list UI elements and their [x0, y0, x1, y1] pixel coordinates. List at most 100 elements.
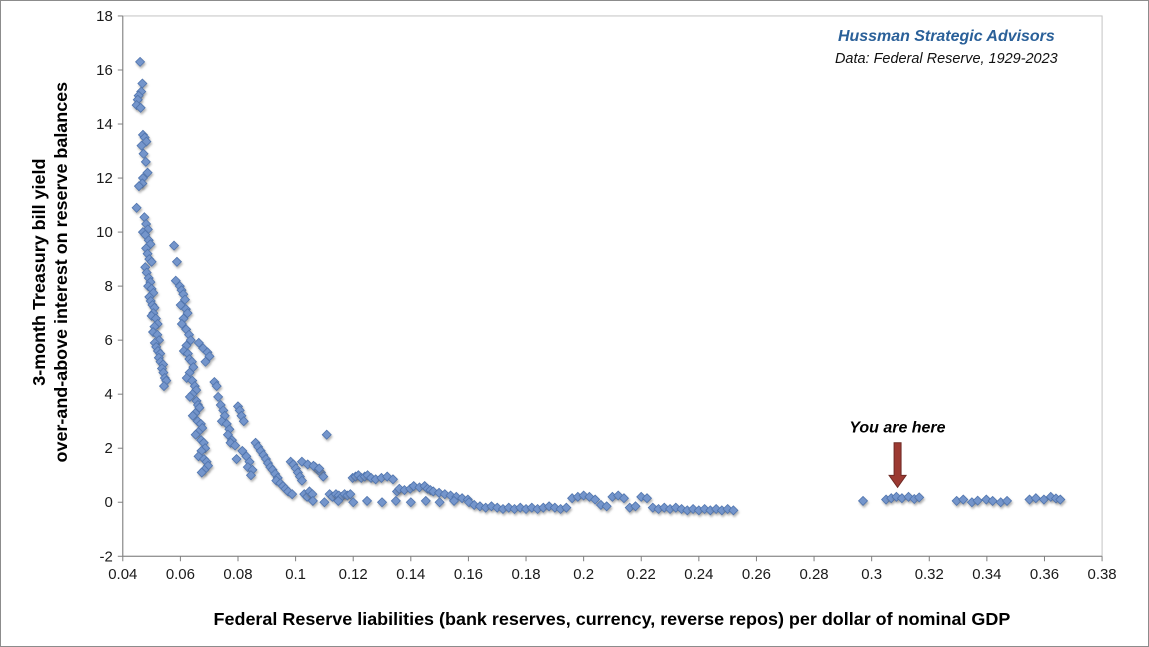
data-point: [242, 462, 253, 473]
data-point: [211, 381, 222, 392]
data-point: [190, 429, 201, 440]
data-source-line: Data: Federal Reserve, 1929-2023: [835, 51, 1058, 67]
y-tick-label: 6: [104, 332, 112, 349]
data-point: [181, 372, 192, 384]
plot-border: [122, 15, 1103, 557]
data-point: [601, 501, 612, 512]
data-point: [590, 494, 601, 505]
data-point: [345, 489, 356, 500]
data-point: [448, 495, 460, 506]
data-point: [595, 499, 606, 510]
data-point: [469, 499, 480, 510]
data-point: [302, 459, 313, 470]
data-point: [958, 494, 969, 505]
data-point: [287, 489, 298, 500]
y-tick-label: 14: [96, 116, 113, 133]
data-point: [390, 495, 401, 506]
x-tick-label: 0.26: [742, 566, 771, 583]
x-tick-label: 0.18: [511, 566, 540, 583]
data-point: [319, 497, 330, 508]
data-point: [618, 493, 630, 504]
data-point: [728, 505, 739, 516]
data-point: [584, 491, 595, 502]
data-point: [213, 391, 224, 402]
x-tick-label: 0.3: [861, 566, 882, 583]
data-point: [184, 391, 195, 402]
data-point: [231, 453, 242, 465]
data-point: [245, 470, 257, 481]
data-point: [142, 167, 153, 178]
data-point: [171, 256, 182, 267]
data-point: [405, 497, 416, 508]
data-point: [361, 495, 373, 506]
data-point: [200, 356, 211, 367]
data-point: [434, 497, 445, 508]
data-point: [333, 495, 344, 506]
data-point: [561, 502, 572, 513]
data-point: [135, 102, 146, 113]
data-point: [135, 56, 146, 67]
data-point: [857, 495, 869, 506]
x-tick-label: 0.1: [285, 566, 306, 583]
data-point: [140, 156, 151, 167]
data-point: [914, 492, 925, 503]
x-tick-label: 0.06: [166, 566, 195, 583]
data-point: [457, 493, 468, 504]
data-point: [526, 502, 537, 513]
y-tick-label: 0: [104, 494, 112, 511]
you-are-here-label: You are here: [849, 420, 945, 437]
data-point: [138, 148, 149, 159]
data-point: [185, 335, 196, 346]
data-point: [376, 497, 388, 508]
data-point: [428, 486, 439, 497]
data-point: [137, 78, 148, 89]
x-tick-label: 0.36: [1030, 566, 1059, 583]
x-tick-label: 0.32: [915, 566, 944, 583]
data-point: [408, 480, 419, 492]
down-arrow-icon: [888, 442, 908, 489]
data-point: [987, 495, 998, 506]
data-point: [630, 501, 641, 512]
y-axis-label-line1: 3-month Treasury bill yield: [29, 159, 49, 386]
x-tick-label: 0.28: [799, 566, 828, 583]
data-point: [486, 501, 497, 512]
data-point: [131, 202, 142, 213]
data-point: [387, 474, 399, 485]
y-tick-label: 2: [104, 440, 112, 457]
data-point: [318, 471, 329, 482]
brand-line: Hussman Strategic Advisors: [838, 28, 1055, 45]
data-point: [1038, 494, 1049, 505]
data-point: [314, 463, 325, 474]
data-point: [158, 381, 170, 392]
y-tick-label: 12: [96, 170, 113, 187]
x-tick-label: 0.04: [108, 566, 137, 583]
data-point: [420, 495, 431, 506]
data-point: [136, 140, 147, 151]
data-point: [146, 310, 157, 321]
data-point: [641, 493, 653, 504]
data-point: [544, 501, 555, 512]
data-point: [230, 440, 241, 451]
y-tick-label: 10: [96, 224, 113, 241]
x-tick-label: 0.24: [684, 566, 713, 583]
x-tick-label: 0.16: [454, 566, 483, 583]
y-tick-label: 4: [104, 386, 112, 403]
y-tick-label: 16: [96, 62, 113, 79]
data-point: [515, 502, 526, 513]
data-point: [146, 256, 157, 267]
data-point: [141, 136, 152, 147]
data-point: [238, 416, 249, 427]
data-point: [283, 486, 294, 497]
x-tick-label: 0.2: [573, 566, 594, 583]
data-point: [168, 240, 180, 251]
x-axis-label: Federal Reserve liabilities (bank reserv…: [214, 609, 1011, 629]
x-tick-label: 0.34: [972, 566, 1001, 583]
x-tick-label: 0.12: [339, 566, 368, 583]
data-point: [307, 495, 318, 506]
data-point: [179, 294, 191, 305]
data-point: [613, 490, 624, 501]
data-point: [193, 337, 204, 348]
y-tick-label: 18: [96, 8, 113, 25]
